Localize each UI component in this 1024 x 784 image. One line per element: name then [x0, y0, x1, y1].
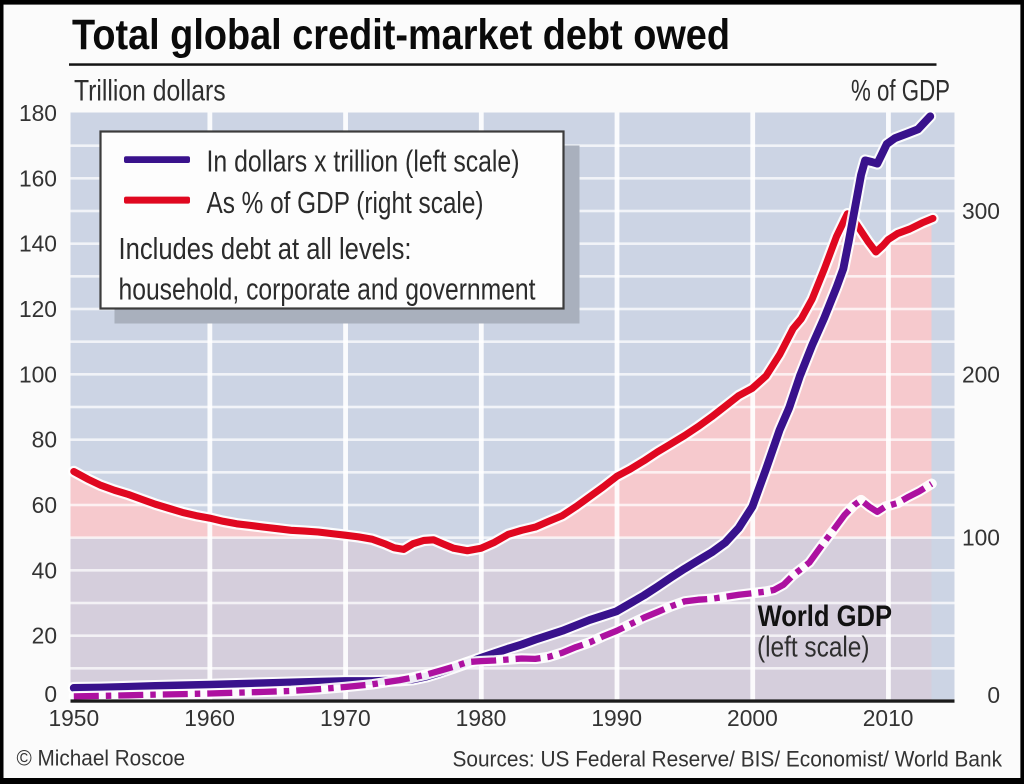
svg-text:300: 300 [962, 198, 1000, 224]
svg-text:In dollars x trillion (left sc: In dollars x trillion (left scale) [207, 144, 520, 179]
svg-text:World GDP: World GDP [758, 600, 892, 633]
svg-text:0: 0 [987, 682, 1000, 708]
svg-text:20: 20 [32, 623, 57, 649]
svg-text:© Michael Roscoe: © Michael Roscoe [17, 746, 186, 771]
svg-text:200: 200 [962, 361, 1000, 387]
svg-text:% of GDP: % of GDP [851, 75, 950, 108]
svg-text:120: 120 [19, 296, 57, 322]
svg-text:40: 40 [32, 557, 57, 583]
svg-text:Sources: US Federal Reserve/ B: Sources: US Federal Reserve/ BIS/ Econom… [453, 746, 1003, 771]
svg-text:As % of GDP (right scale): As % of GDP (right scale) [207, 185, 484, 220]
svg-text:(left scale): (left scale) [757, 632, 870, 664]
svg-text:100: 100 [19, 361, 57, 387]
svg-text:80: 80 [32, 427, 57, 453]
svg-text:Includes debt at all levels:: Includes debt at all levels: [119, 231, 412, 266]
svg-text:household, corporate and gover: household, corporate and government [119, 272, 536, 307]
svg-text:Total global credit-market deb: Total global credit-market debt owed [72, 11, 730, 59]
svg-text:1990: 1990 [591, 705, 642, 731]
svg-text:1950: 1950 [48, 705, 99, 731]
svg-text:140: 140 [19, 231, 57, 257]
svg-text:1980: 1980 [456, 705, 507, 731]
svg-text:2000: 2000 [727, 705, 778, 731]
svg-text:60: 60 [32, 492, 57, 518]
svg-text:0: 0 [44, 681, 57, 707]
svg-text:1970: 1970 [320, 705, 371, 731]
svg-text:2010: 2010 [863, 705, 914, 731]
svg-text:100: 100 [962, 525, 1000, 551]
svg-text:Trillion dollars: Trillion dollars [74, 75, 226, 108]
svg-text:160: 160 [19, 165, 57, 191]
svg-text:180: 180 [19, 100, 57, 126]
svg-text:1960: 1960 [184, 705, 235, 731]
